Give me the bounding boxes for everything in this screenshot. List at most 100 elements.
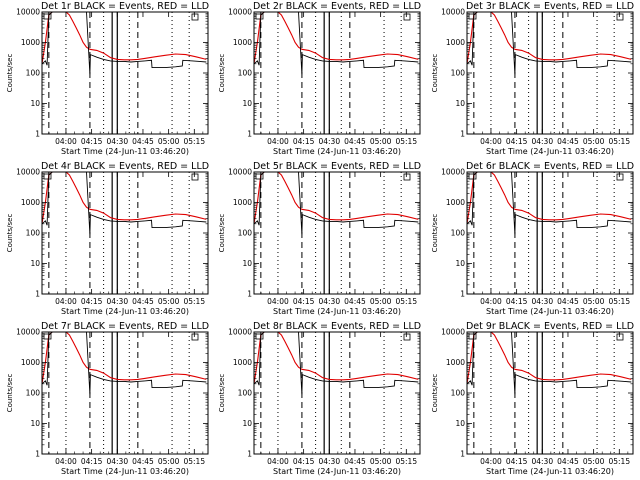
y-tick-label: 10000 [16,8,40,17]
corner-marker [616,173,624,181]
x-tick-label: 04:00 [55,137,77,146]
x-axis-label: Start Time (24-Jun-11 03:46:20) [61,467,189,476]
corner-marker [255,333,264,340]
corner-marker [403,333,411,341]
x-tick-label: 04:45 [132,297,154,306]
x-tick-label: 05:00 [370,137,392,146]
y-tick-label: 10 [242,99,252,108]
series-line-lld [254,332,419,384]
x-tick-label: 04:00 [480,137,502,146]
y-tick-label: 1000 [233,198,252,207]
detector-panel: Det 9r BLACK = Events, RED = LLD 1 10 100 10… [431,321,634,476]
corner-marker [43,333,52,340]
y-tick-label: 100 [238,389,253,398]
panel-title: Det 2r BLACK = Events, RED = LLD [253,1,421,12]
x-tick-label: 05:15 [608,297,630,306]
detector-panel: Det 1r BLACK = Events, RED = LLD 1 10 100 10… [6,1,209,156]
detector-panel: Det 8r BLACK = Events, RED = LLD 1 10 100 10… [218,321,421,476]
y-axis-label: Counts/sec [6,214,14,253]
x-tick-label: 04:00 [267,297,289,306]
panel-title: Det 9r BLACK = Events, RED = LLD [466,321,634,332]
x-tick-label: 04:45 [557,297,579,306]
x-tick-label: 04:30 [318,137,340,146]
x-axis-label: Start Time (24-Jun-11 03:46:20) [273,147,401,156]
x-tick-label: 04:30 [106,297,128,306]
x-tick-label: 04:00 [267,137,289,146]
series-line-lld [42,172,207,224]
x-tick-label: 04:45 [132,457,154,466]
corner-marker [255,173,264,180]
x-axis-label: Start Time (24-Jun-11 03:46:20) [61,307,189,316]
y-tick-label: 100 [238,229,253,238]
series-line-events [467,172,632,235]
y-tick-label: 100 [451,69,466,78]
y-tick-label: 10 [242,259,252,268]
y-tick-label: 10 [455,99,465,108]
y-tick-label: 1 [247,130,252,139]
x-tick-label: 04:15 [293,457,315,466]
panel-title: Det 1r BLACK = Events, RED = LLD [41,1,209,12]
plot-frame [253,171,421,295]
plot-frame [466,11,634,135]
x-tick-label: 05:00 [583,137,605,146]
y-tick-label: 10000 [441,168,465,177]
y-tick-label: 1000 [446,38,465,47]
x-tick-label: 04:00 [480,297,502,306]
y-tick-label: 10 [455,419,465,428]
x-tick-label: 05:15 [395,137,417,146]
plot-frame [41,331,209,455]
x-tick-label: 04:45 [344,297,366,306]
panel-title: Det 5r BLACK = Events, RED = LLD [253,161,421,172]
plot-frame [466,171,634,295]
y-tick-label: 10 [30,99,40,108]
x-tick-label: 04:15 [506,457,528,466]
series-line-lld [254,12,419,64]
y-tick-label: 10000 [441,8,465,17]
x-tick-label: 04:15 [81,297,103,306]
y-tick-label: 1 [35,130,40,139]
x-tick-label: 05:00 [158,297,180,306]
x-tick-label: 05:00 [370,297,392,306]
y-tick-label: 10000 [441,328,465,337]
panel-title: Det 4r BLACK = Events, RED = LLD [41,161,209,172]
x-tick-label: 04:00 [267,457,289,466]
x-tick-label: 04:30 [531,457,553,466]
y-tick-label: 100 [26,229,41,238]
y-tick-label: 100 [451,389,466,398]
series-line-events [254,172,419,235]
y-axis-label: Counts/sec [6,54,14,93]
x-tick-label: 04:00 [55,457,77,466]
x-tick-label: 04:45 [344,137,366,146]
x-tick-label: 04:45 [557,457,579,466]
y-tick-label: 100 [238,69,253,78]
series-line-lld [467,332,632,384]
series-line-lld [467,12,632,64]
x-tick-label: 05:15 [183,457,205,466]
y-axis-label: Counts/sec [6,374,14,413]
y-tick-label: 1000 [21,38,40,47]
y-tick-label: 1 [460,450,465,459]
y-tick-label: 100 [26,69,41,78]
x-tick-label: 05:00 [158,457,180,466]
x-tick-label: 04:45 [132,137,154,146]
series-line-lld [42,12,207,64]
x-tick-label: 04:30 [318,297,340,306]
detector-panel: Det 7r BLACK = Events, RED = LLD 1 10 100 10… [6,321,209,476]
corner-marker [616,13,624,21]
y-tick-label: 1 [247,450,252,459]
y-tick-label: 100 [26,389,41,398]
x-tick-label: 04:45 [557,137,579,146]
series-line-lld [254,172,419,224]
y-axis-label: Counts/sec [218,214,226,253]
x-tick-label: 04:00 [55,297,77,306]
x-axis-label: Start Time (24-Jun-11 03:46:20) [486,467,614,476]
y-tick-label: 10000 [228,8,252,17]
x-tick-label: 05:00 [158,137,180,146]
x-tick-label: 04:30 [106,457,128,466]
series-line-events [467,12,632,75]
x-tick-label: 05:15 [395,457,417,466]
x-tick-label: 05:15 [608,137,630,146]
y-tick-label: 10 [30,419,40,428]
x-tick-label: 04:30 [531,297,553,306]
y-tick-label: 1 [247,290,252,299]
